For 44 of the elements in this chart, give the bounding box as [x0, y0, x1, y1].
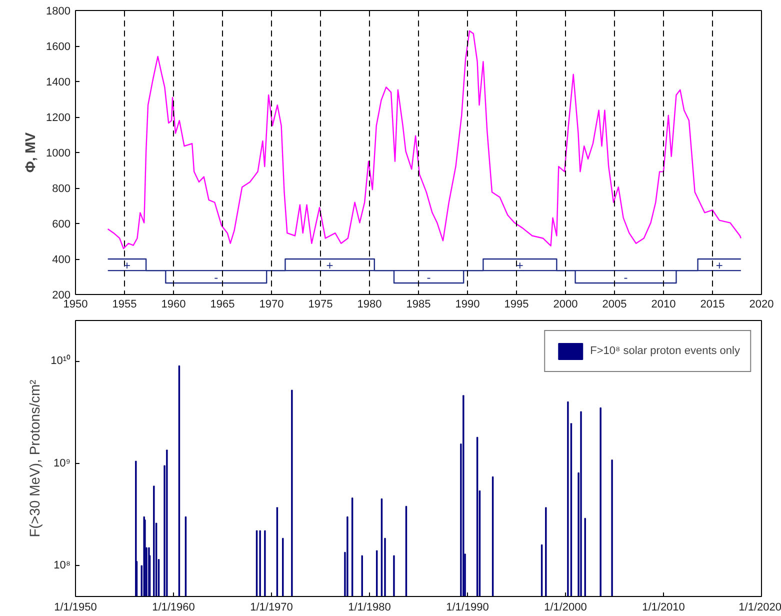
x-tick-label: 1980 — [357, 298, 382, 310]
annotation: - — [214, 270, 218, 284]
x-tick-label: 1/1/2020 — [738, 602, 781, 614]
y-tick-label: 10¹⁰ — [50, 354, 71, 368]
x-tick-label: 1995 — [504, 298, 529, 310]
annotation: + — [123, 258, 130, 272]
y-tick-label: 1800 — [46, 6, 71, 18]
x-tick-label: 2010 — [651, 298, 676, 310]
x-tick-label: 2015 — [700, 298, 725, 310]
x-tick-label: 2005 — [602, 298, 627, 310]
x-tick-label: 1/1/2010 — [642, 602, 685, 614]
x-tick-label: 1/1/1970 — [250, 602, 293, 614]
x-tick-label: 1960 — [161, 298, 186, 310]
x-tick-label: 2020 — [749, 298, 774, 310]
x-tick-label: 1/1/1990 — [446, 602, 489, 614]
x-tick-label: 1/1/1980 — [348, 602, 391, 614]
x-tick-label: 1/1/1960 — [152, 602, 195, 614]
x-tick-label: 1975 — [308, 298, 333, 310]
x-tick-label: 1/1/2000 — [544, 602, 587, 614]
annotation: + — [516, 258, 524, 272]
legend-label: F>10⁸ solar proton events only — [590, 345, 740, 357]
y-tick-label: 800 — [52, 183, 71, 195]
y-tick-label: 1200 — [46, 112, 71, 124]
x-tick-label: 1985 — [406, 298, 431, 310]
y-tick-label: 600 — [52, 218, 71, 230]
y-axis-title: F(>30 MeV), Protons/cm² — [26, 379, 43, 538]
annotation: + — [326, 258, 334, 272]
y-tick-label: 10⁹ — [54, 457, 71, 470]
y-tick-label: 1600 — [46, 41, 71, 53]
x-tick-label: 1970 — [259, 298, 284, 310]
x-tick-label: 2000 — [553, 298, 578, 310]
y-tick-label: 10⁸ — [54, 560, 71, 572]
x-tick-label: 1950 — [63, 298, 88, 310]
x-tick-label: 1965 — [210, 298, 235, 310]
annotation: - — [624, 270, 628, 284]
x-tick-label: 1990 — [455, 298, 480, 310]
annotation: + — [716, 258, 723, 272]
y-tick-label: 400 — [52, 254, 71, 266]
annotation: - — [426, 270, 431, 284]
x-tick-label: 1/1/1950 — [54, 602, 97, 614]
y-axis-title: Φ, MV — [22, 132, 38, 173]
y-tick-label: 1000 — [46, 148, 71, 160]
x-tick-label: 1955 — [112, 298, 137, 310]
y-tick-label: 1400 — [46, 76, 71, 88]
